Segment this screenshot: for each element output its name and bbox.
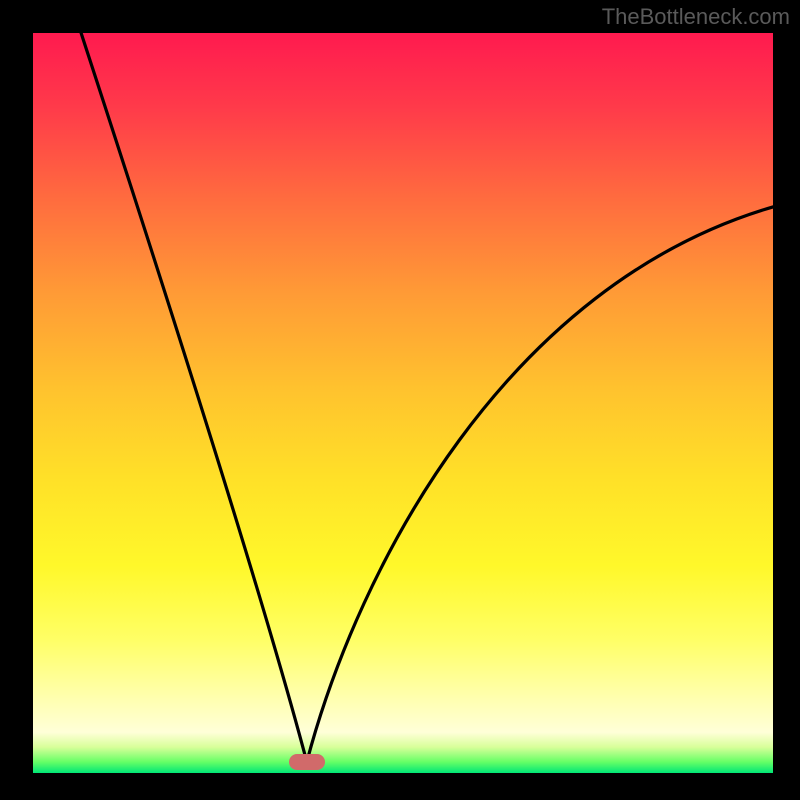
notch-marker xyxy=(289,754,325,770)
v-curve-path xyxy=(81,33,773,762)
curve-svg xyxy=(33,33,773,773)
plot-area xyxy=(33,33,773,773)
watermark-text: TheBottleneck.com xyxy=(602,4,790,30)
